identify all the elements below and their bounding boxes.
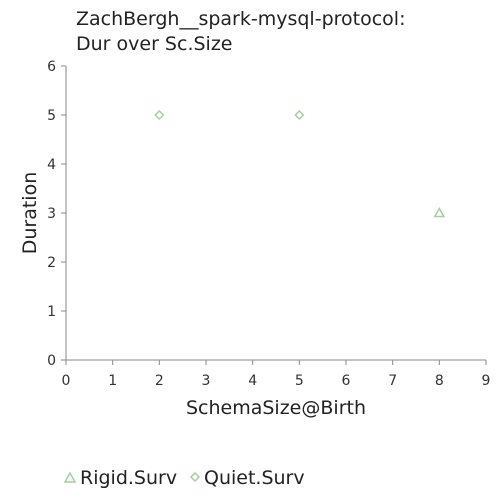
legend-marker-diamond	[189, 471, 201, 483]
y-tick-label: 6	[47, 59, 56, 75]
x-tick-label: 9	[482, 373, 491, 389]
data-points	[154, 109, 446, 218]
legend: Rigid.Surv Quiet.Surv	[63, 467, 305, 489]
y-ticks: 0 1 2 3 4 5 6	[47, 59, 66, 369]
x-tick-label: 6	[342, 373, 351, 389]
y-tick-label: 2	[47, 255, 56, 271]
data-point-quiet-surv	[154, 109, 165, 121]
y-tick-label: 4	[47, 157, 56, 173]
y-axis-label: Duration	[19, 172, 41, 255]
data-point-rigid-surv	[433, 206, 446, 218]
legend-item-rigid-surv: Rigid.Surv	[63, 467, 177, 489]
x-tick-label: 5	[295, 373, 304, 389]
x-axis-label: SchemaSize@Birth	[186, 397, 366, 419]
x-tick-label: 3	[202, 373, 211, 389]
legend-label: Rigid.Surv	[80, 467, 177, 489]
chart-title-line-2: Dur over Sc.Size	[76, 33, 232, 55]
x-tick-label: 0	[62, 373, 71, 389]
x-ticks: 0 1 2 3 4 5 6 7 8 9	[62, 360, 491, 389]
chart-title-line-1: ZachBergh__spark-mysql-protocol:	[76, 8, 405, 30]
x-tick-label: 4	[248, 373, 257, 389]
x-tick-label: 1	[108, 373, 117, 389]
x-tick-label: 7	[388, 373, 397, 389]
legend-item-quiet-surv: Quiet.Surv	[189, 467, 305, 489]
plot-area: 0 1 2 3 4 5 6 7 8 9 0 1 2 3 4 5 6	[47, 59, 490, 389]
y-tick-label: 0	[47, 353, 56, 369]
x-tick-label: 2	[155, 373, 164, 389]
y-tick-label: 3	[47, 206, 56, 222]
legend-marker-triangle	[63, 471, 77, 483]
data-point-quiet-surv	[294, 109, 305, 121]
y-tick-label: 5	[47, 108, 56, 124]
x-tick-label: 8	[435, 373, 444, 389]
y-tick-label: 1	[47, 304, 56, 320]
legend-label: Quiet.Surv	[204, 467, 305, 489]
